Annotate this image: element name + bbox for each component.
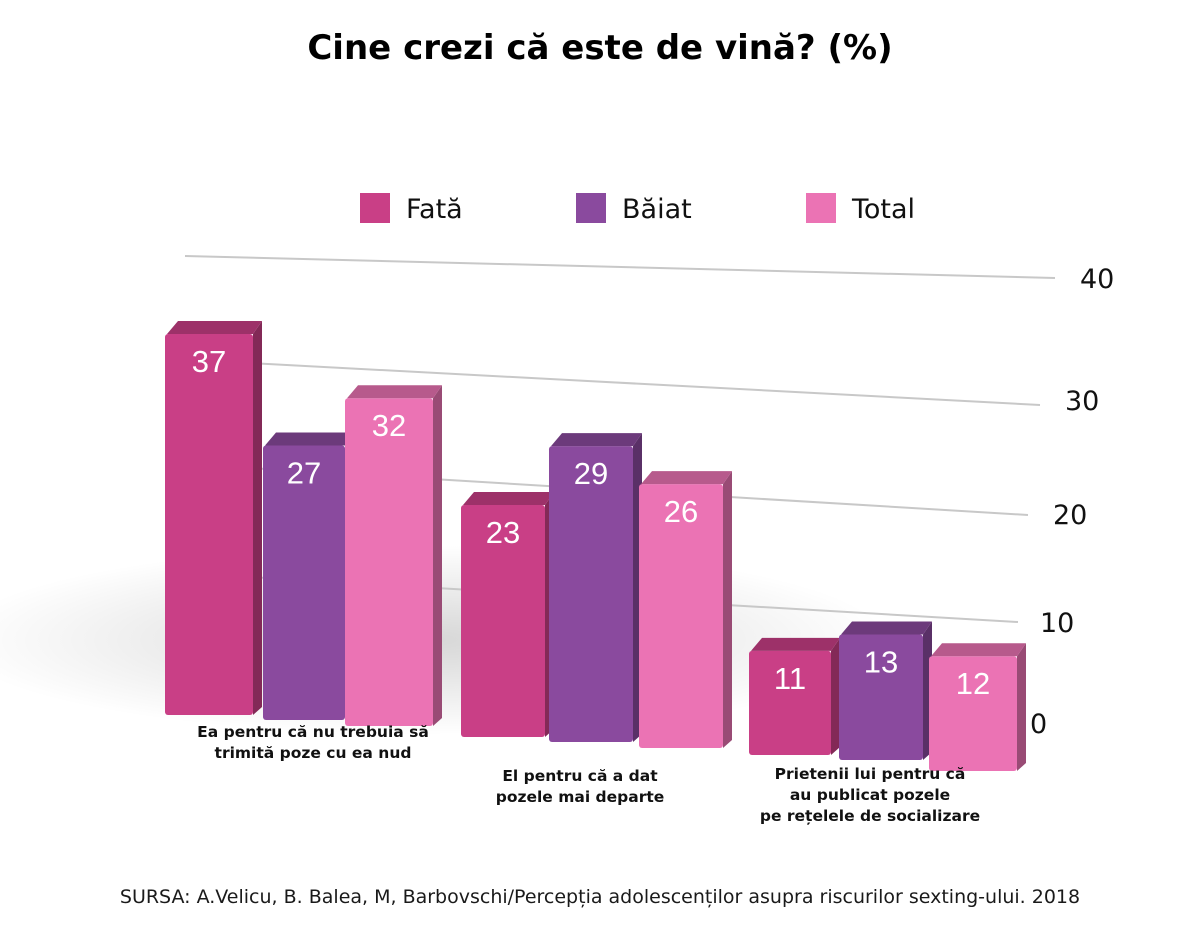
bar-front-2-2 xyxy=(929,656,1017,771)
bar-front-0-2 xyxy=(345,398,433,726)
bar-side-0-2 xyxy=(433,385,442,726)
y-axis-ticks: 0 10 20 30 40 xyxy=(1030,264,1114,740)
y-tick-0: 0 xyxy=(1030,709,1047,740)
legend-swatch-1 xyxy=(576,193,606,223)
chart-title: Cine crezi că este de vină? (%) xyxy=(307,28,893,68)
y-tick-40: 40 xyxy=(1080,264,1114,295)
y-tick-20: 20 xyxy=(1053,500,1087,531)
y-tick-30: 30 xyxy=(1065,386,1099,417)
legend-swatch-2 xyxy=(806,193,836,223)
data-label-2-1: 13 xyxy=(864,645,898,680)
bar-front-1-0 xyxy=(461,505,545,737)
bar-side-0-0 xyxy=(253,320,262,715)
bar-side-2-0 xyxy=(831,637,840,755)
data-label-0-0: 37 xyxy=(192,344,226,379)
bar-top-2-2 xyxy=(931,643,1026,657)
category-label-0: Ea pentru că nu trebuia să trimită poze c… xyxy=(197,723,429,762)
data-label-0-2: 32 xyxy=(372,408,406,443)
bar-top-0-0 xyxy=(167,320,262,334)
bar-top-2-1 xyxy=(841,621,932,635)
bar-2-0: 11 xyxy=(749,637,840,755)
bar-0-2: 32 xyxy=(345,385,442,726)
legend: Fată Băiat Total xyxy=(360,193,915,225)
legend-swatch-0 xyxy=(360,193,390,223)
category-labels: Ea pentru că nu trebuia să trimită poze c… xyxy=(197,723,980,825)
data-label-1-2: 26 xyxy=(664,494,698,529)
gridline-40 xyxy=(184,255,1056,279)
legend-label-0: Fată xyxy=(406,194,463,225)
data-label-1-1: 29 xyxy=(574,456,608,491)
bar-1-2: 26 xyxy=(639,471,732,748)
category-label-2: Prietenii lui pentru că au publicat pozel… xyxy=(760,765,980,825)
legend-label-2: Total xyxy=(851,194,915,225)
bar-top-2-0 xyxy=(751,637,840,651)
bar-front-1-2 xyxy=(639,484,723,748)
bar-2-2: 12 xyxy=(929,643,1026,771)
bar-side-2-2 xyxy=(1017,643,1026,771)
source-note: SURSA: A.Velicu, B. Balea, M, Barbovschi… xyxy=(119,886,1081,908)
bar-front-0-1 xyxy=(263,445,345,720)
bar-front-0-0 xyxy=(165,333,253,715)
bar-front-2-1 xyxy=(839,634,923,760)
bar-top-1-2 xyxy=(641,471,732,485)
data-label-1-0: 23 xyxy=(486,515,520,550)
bar-top-0-2 xyxy=(347,385,442,399)
y-tick-10: 10 xyxy=(1040,608,1074,639)
bar-1-0: 23 xyxy=(461,492,554,737)
bar-front-1-1 xyxy=(549,446,633,742)
data-label-2-0: 11 xyxy=(774,661,806,696)
bar-side-1-2 xyxy=(723,471,732,748)
bar-top-0-1 xyxy=(265,432,354,446)
bar-2-1: 13 xyxy=(839,621,932,760)
legend-label-1: Băiat xyxy=(622,194,692,225)
bar-0-0: 37 xyxy=(165,320,262,715)
bars: 37 27 32 23 29 26 11 13 12 xyxy=(165,320,1026,771)
bar-0-1: 27 xyxy=(263,432,354,720)
category-label-1: El pentru că a dat pozele mai departe xyxy=(496,767,665,806)
bar-top-1-0 xyxy=(463,492,554,506)
bar-top-1-1 xyxy=(551,433,642,447)
data-label-0-1: 27 xyxy=(287,455,321,490)
data-label-2-2: 12 xyxy=(956,666,990,701)
bar-1-1: 29 xyxy=(549,433,642,742)
gridline-30 xyxy=(191,359,1041,406)
bar-front-2-0 xyxy=(749,650,831,755)
